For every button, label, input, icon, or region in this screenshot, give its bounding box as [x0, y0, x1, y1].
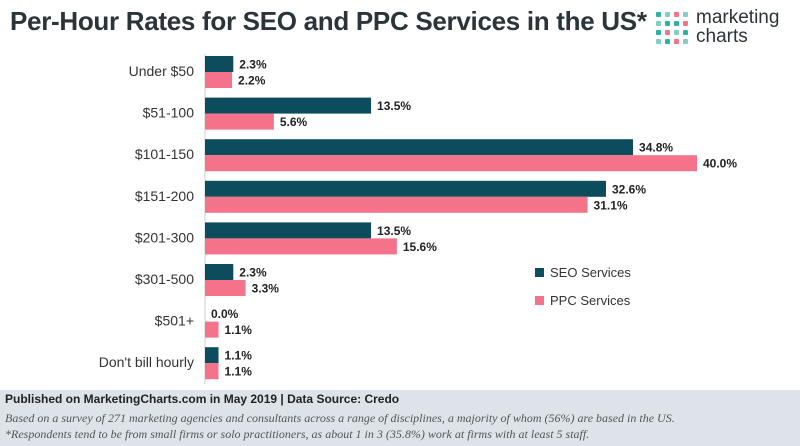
logo-dot	[656, 12, 661, 17]
value-label: 1.1%	[225, 349, 253, 363]
seo-bar	[205, 97, 372, 114]
logo-dot	[674, 12, 679, 17]
value-label: 5.6%	[280, 115, 308, 129]
value-label: 2.3%	[239, 58, 267, 72]
legend-swatch	[535, 296, 544, 305]
value-label: 3.3%	[252, 282, 280, 296]
value-label: 15.6%	[403, 240, 437, 254]
category-label: $51-100	[143, 105, 195, 121]
logo-dot	[683, 12, 688, 17]
logo-dot	[665, 30, 670, 35]
logo-dot	[656, 21, 661, 26]
published-credit: Published on MarketingCharts.com in May …	[5, 392, 400, 406]
logo-dot	[674, 39, 679, 44]
category-label: $201-300	[135, 229, 194, 245]
logo-dot	[674, 30, 679, 35]
legend-label: SEO Services	[550, 265, 631, 280]
logo-text: marketing charts	[696, 8, 779, 46]
ppc-bar	[205, 113, 274, 130]
ppc-bar	[205, 196, 588, 213]
footer: Published on MarketingCharts.com in May …	[0, 390, 800, 446]
value-label: 31.1%	[594, 198, 628, 212]
chart-title: Per-Hour Rates for SEO and PPC Services …	[10, 6, 647, 36]
logo-dots-icon	[656, 12, 688, 44]
survey-note: Based on a survey of 271 marketing agenc…	[5, 411, 675, 425]
ppc-bar	[205, 321, 219, 338]
respondents-note: *Respondents tend to be from small firms…	[5, 427, 590, 441]
value-label: 13.5%	[377, 224, 411, 238]
logo-line-1: marketing	[696, 7, 780, 28]
value-label: 2.2%	[238, 74, 266, 88]
marketingcharts-logo: marketing charts	[654, 8, 794, 50]
logo-dot	[665, 21, 670, 26]
seo-bar	[205, 139, 634, 156]
logo-line-2: charts	[696, 26, 748, 47]
seo-bar	[205, 264, 234, 280]
logo-dot	[665, 39, 670, 44]
seo-bar	[205, 222, 372, 239]
seo-bar	[205, 180, 606, 197]
ppc-bar	[205, 280, 246, 296]
logo-dot	[683, 30, 688, 35]
value-label: 13.5%	[377, 99, 411, 113]
value-label: 34.8%	[639, 141, 673, 155]
ppc-bar	[205, 72, 233, 88]
logo-dot	[656, 30, 661, 35]
logo-dot	[683, 39, 688, 44]
category-label: Under $50	[129, 63, 195, 79]
logo-dot	[674, 21, 679, 26]
seo-bar	[205, 347, 219, 364]
category-label: $151-200	[135, 188, 194, 204]
value-label: 1.1%	[225, 365, 253, 379]
value-label: 40.0%	[703, 157, 737, 171]
logo-dot	[656, 39, 661, 44]
value-label: 2.3%	[239, 266, 267, 280]
ppc-bar	[205, 238, 397, 255]
category-label: Don't bill hourly	[99, 354, 194, 370]
logo-dot	[665, 12, 670, 17]
category-label: $101-150	[135, 146, 194, 162]
ppc-bar	[205, 155, 697, 172]
value-label: 1.1%	[225, 323, 253, 337]
category-label: $301-500	[135, 271, 194, 287]
value-label: 0.0%	[211, 307, 239, 321]
bar-chart: Under $50 2.3% 2.2% $51-100 13.5% 5.6% $101-15…	[99, 54, 737, 384]
logo-dot	[683, 21, 688, 26]
ppc-bar	[205, 363, 219, 380]
legend-label: PPC Services	[550, 293, 631, 308]
value-label: 32.6%	[612, 182, 646, 196]
seo-bar	[205, 56, 234, 72]
category-label: $501+	[155, 313, 194, 329]
legend-swatch	[535, 268, 544, 277]
